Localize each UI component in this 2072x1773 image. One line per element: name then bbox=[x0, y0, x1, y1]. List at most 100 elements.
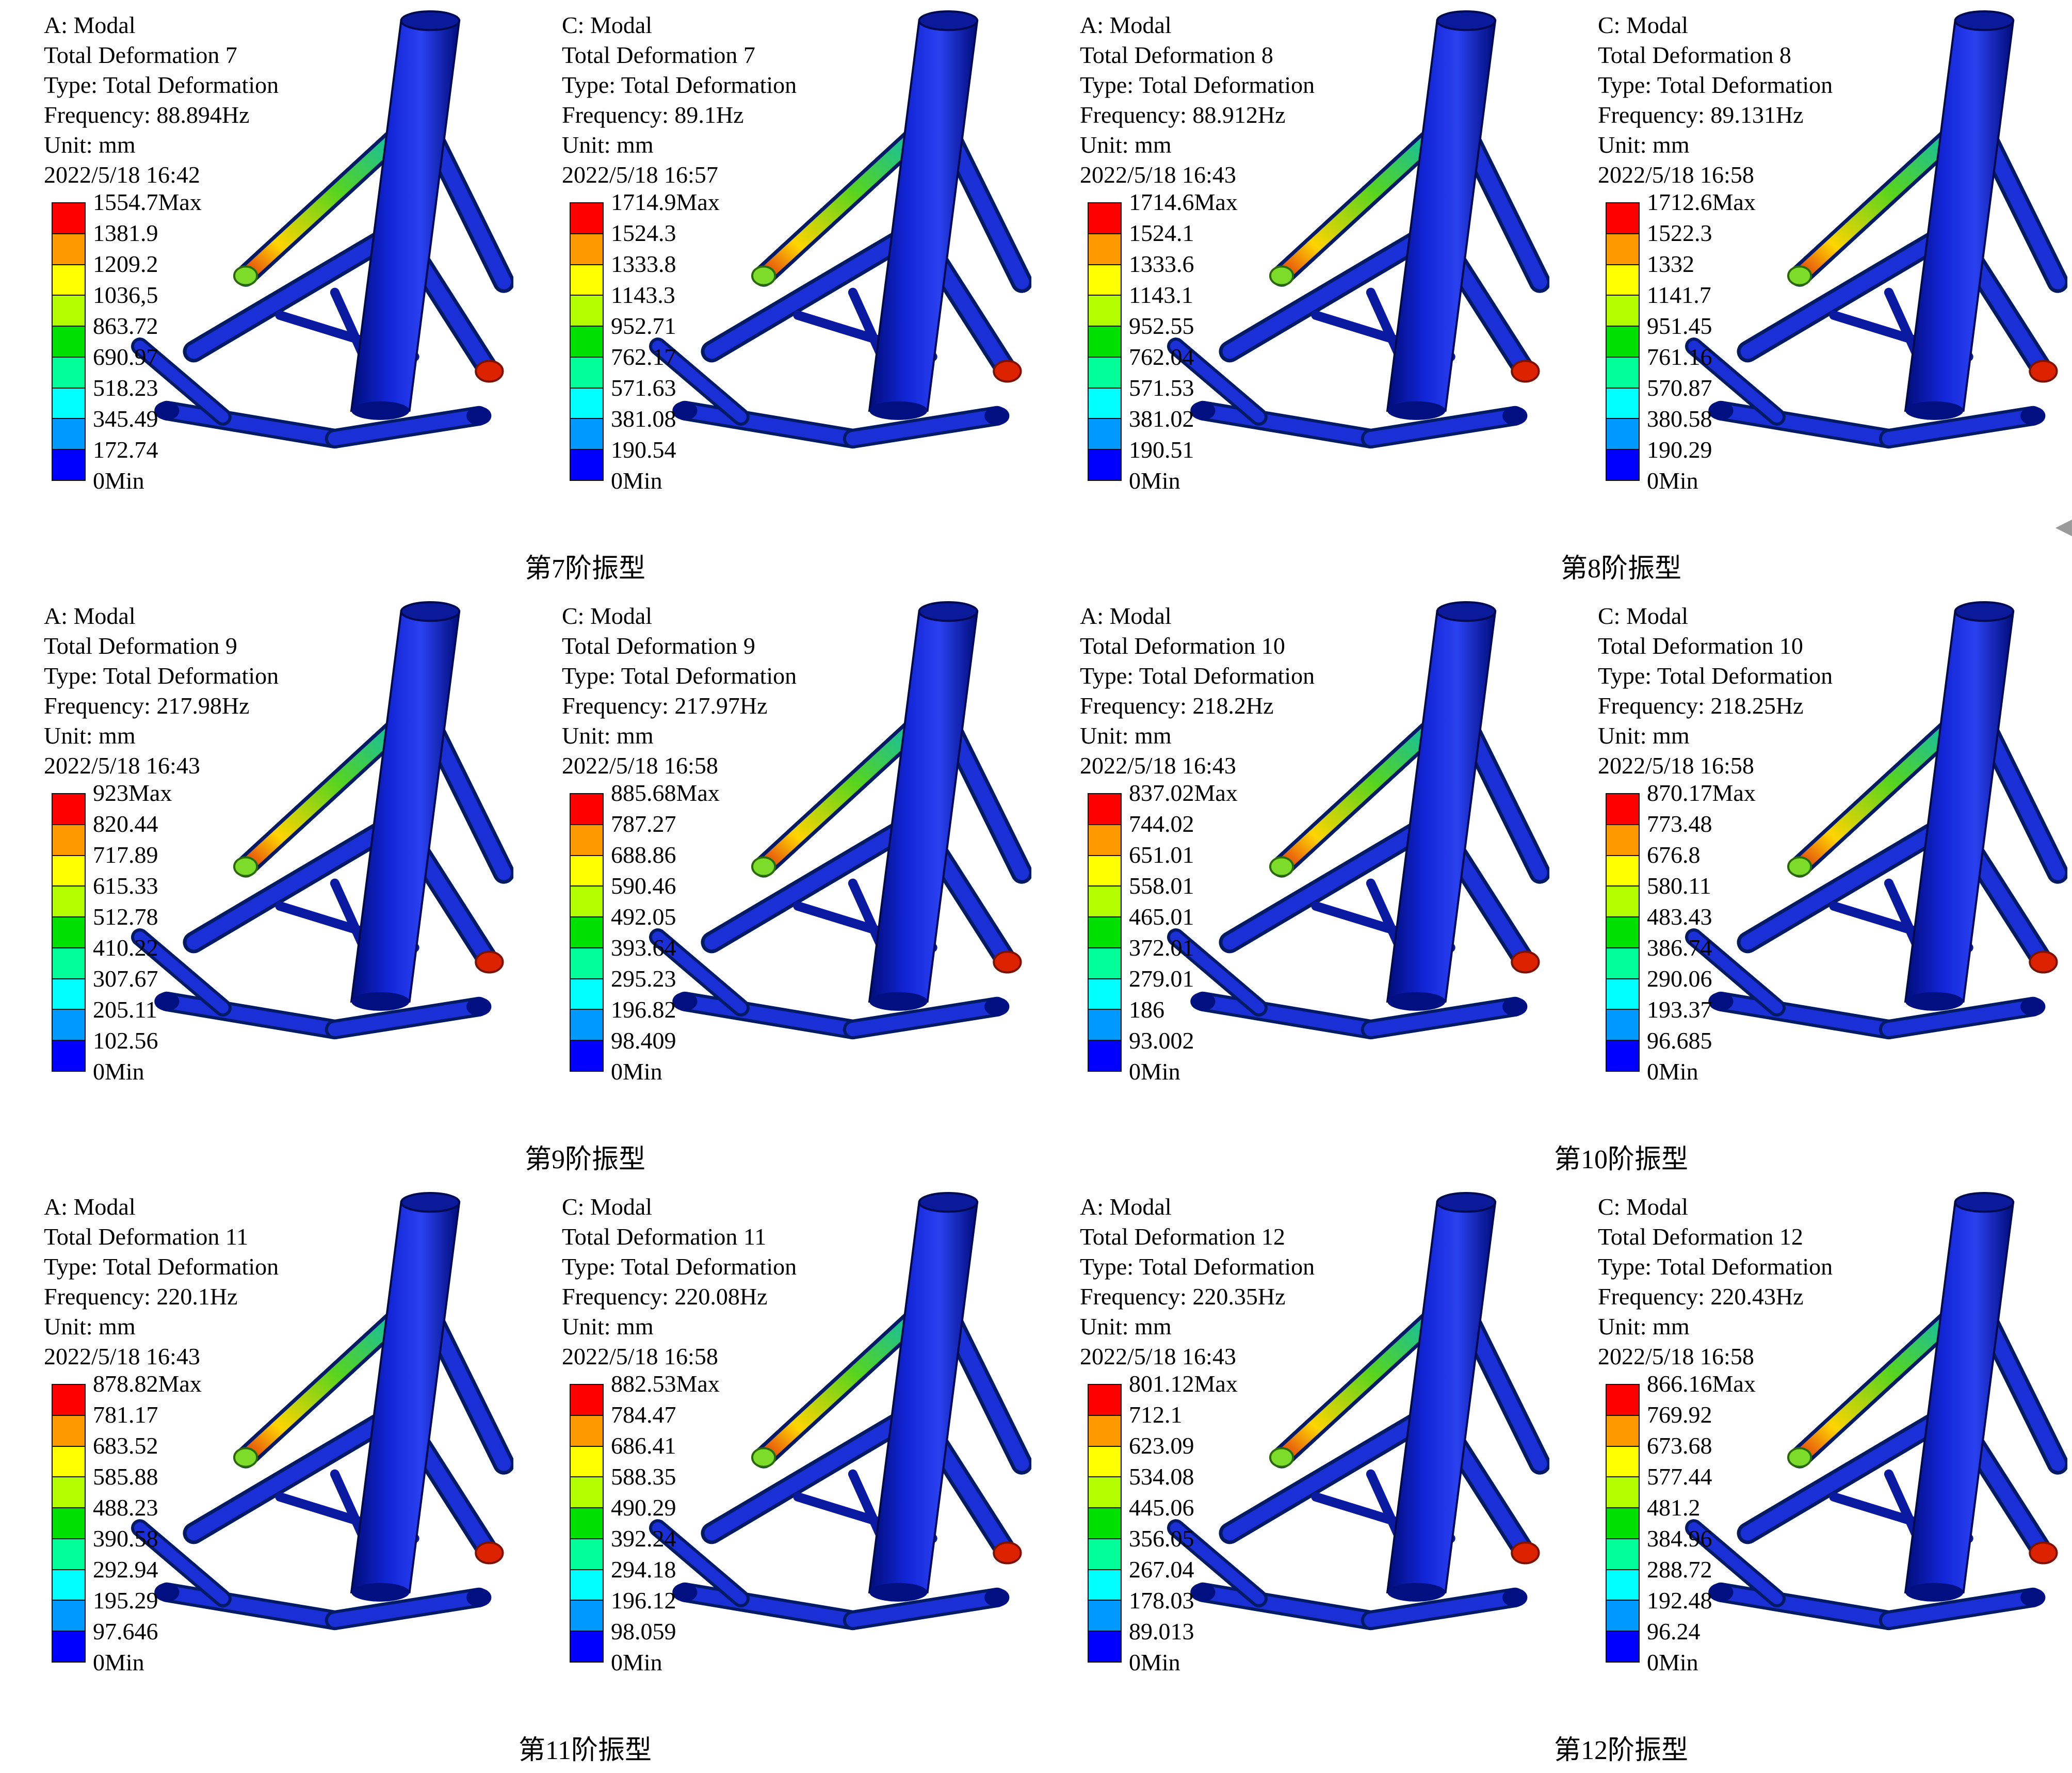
legend-value-label: 686.41 bbox=[611, 1432, 676, 1459]
legend-value-label: 290.06 bbox=[1647, 965, 1712, 992]
legend-color-band bbox=[53, 916, 85, 947]
legend-color-band bbox=[1607, 1631, 1639, 1662]
deformation-color-legend: 1714.9Max 1524.3 1333.8 1143.3 952.71 762.17 5… bbox=[570, 189, 776, 494]
legend-color-band bbox=[1607, 1009, 1639, 1040]
legend-value-list: 870.17Max 773.48 676.8 580.11 483.43 386.74 29… bbox=[1647, 780, 1812, 1085]
legend-value-label: 372.01 bbox=[1129, 934, 1194, 961]
deformation-color-legend: 882.53Max 784.47 686.41 588.35 490.29 392.24 2… bbox=[570, 1371, 776, 1675]
legend-value-label: 558.01 bbox=[1129, 873, 1194, 899]
result-type: Type: Total Deformation bbox=[1080, 72, 1315, 98]
legend-value-label: 762.17 bbox=[611, 344, 676, 370]
legend-color-band bbox=[571, 233, 603, 264]
legend-color-band bbox=[53, 885, 85, 917]
result-type: Type: Total Deformation bbox=[1080, 663, 1315, 689]
legend-color-band bbox=[53, 1507, 85, 1538]
legend-value-label: 1332 bbox=[1647, 251, 1694, 277]
legend-color-band bbox=[53, 203, 85, 233]
legend-value-label: 445.06 bbox=[1129, 1494, 1194, 1521]
result-info-block: C: Modal Total Deformation 8 Type: Total… bbox=[1598, 10, 1833, 190]
legend-color-band bbox=[53, 295, 85, 326]
legend-value-label: 615.33 bbox=[93, 873, 158, 899]
result-name: Total Deformation 7 bbox=[562, 42, 755, 68]
legend-color-band bbox=[1607, 978, 1639, 1009]
legend-value-label: 0Min bbox=[1129, 1058, 1180, 1085]
legend-value-label: 518.23 bbox=[93, 375, 158, 401]
unit-label: Unit: mm bbox=[562, 132, 654, 158]
legend-value-label: 688.86 bbox=[611, 842, 676, 868]
result-name: Total Deformation 11 bbox=[562, 1223, 767, 1250]
modal-result-panel: C: Modal Total Deformation 11 Type: Tota… bbox=[518, 1182, 1036, 1722]
timestamp: 2022/5/18 16:42 bbox=[44, 162, 200, 188]
result-type: Type: Total Deformation bbox=[44, 72, 279, 98]
legend-value-label: 0Min bbox=[1647, 1649, 1698, 1675]
caption-row: 第9阶振型 第10阶振型 bbox=[0, 1132, 2072, 1182]
result-info-block: C: Modal Total Deformation 10 Type: Tota… bbox=[1598, 601, 1833, 781]
system-title: A: Modal bbox=[44, 12, 136, 38]
legend-value-label: 465.01 bbox=[1129, 904, 1194, 930]
legend-value-label: 392.24 bbox=[611, 1525, 676, 1552]
modal-result-panel: C: Modal Total Deformation 12 Type: Tota… bbox=[1554, 1182, 2072, 1722]
modal-result-panel: A: Modal Total Deformation 11 Type: Tota… bbox=[0, 1182, 518, 1722]
modal-result-panel: C: Modal Total Deformation 8 Type: Total… bbox=[1554, 0, 2072, 541]
legend-color-bar bbox=[570, 202, 604, 481]
legend-color-band bbox=[1607, 1507, 1639, 1538]
legend-color-band bbox=[571, 947, 603, 978]
legend-value-label: 96.685 bbox=[1647, 1027, 1712, 1054]
legend-color-band bbox=[1607, 1569, 1639, 1600]
system-title: C: Modal bbox=[1598, 12, 1689, 38]
modal-result-panel: A: Modal Total Deformation 10 Type: Tota… bbox=[1036, 591, 1554, 1132]
legend-value-label: 193.37 bbox=[1647, 996, 1712, 1023]
legend-value-label: 89.013 bbox=[1129, 1618, 1194, 1645]
legend-value-list: 837.02Max 744.02 651.01 558.01 465.01 372.01 2… bbox=[1129, 780, 1294, 1085]
timestamp: 2022/5/18 16:58 bbox=[1598, 1343, 1754, 1369]
legend-value-label: 866.16Max bbox=[1647, 1371, 1756, 1397]
legend-value-label: 190.51 bbox=[1129, 437, 1194, 463]
legend-value-label: 781.17 bbox=[93, 1401, 158, 1428]
legend-value-label: 1036,5 bbox=[93, 282, 158, 308]
legend-color-band bbox=[1089, 233, 1121, 264]
mode-shape-caption: 第9阶振型 bbox=[524, 1145, 645, 1174]
legend-value-label: 345.49 bbox=[93, 406, 158, 432]
legend-value-label: 381.02 bbox=[1129, 406, 1194, 432]
legend-color-band bbox=[1089, 295, 1121, 326]
timestamp: 2022/5/18 16:43 bbox=[44, 1343, 200, 1369]
result-info-block: C: Modal Total Deformation 11 Type: Tota… bbox=[562, 1192, 797, 1372]
legend-value-label: 410.22 bbox=[93, 934, 158, 961]
legend-color-band bbox=[1607, 1385, 1639, 1415]
unit-label: Unit: mm bbox=[562, 722, 654, 749]
legend-value-label: 837.02Max bbox=[1129, 780, 1238, 806]
legend-value-label: 683.52 bbox=[93, 1432, 158, 1459]
legend-color-band bbox=[1607, 885, 1639, 917]
legend-value-label: 1143.3 bbox=[611, 282, 675, 308]
unit-label: Unit: mm bbox=[1080, 132, 1172, 158]
legend-color-band bbox=[53, 233, 85, 264]
legend-color-band bbox=[1607, 794, 1639, 824]
legend-color-band bbox=[571, 1009, 603, 1040]
legend-value-label: 492.05 bbox=[611, 904, 676, 930]
legend-color-band bbox=[571, 978, 603, 1009]
legend-value-list: 923Max 820.44 717.89 615.33 512.78 410.22 307.… bbox=[93, 780, 258, 1085]
legend-value-list: 878.82Max 781.17 683.52 585.88 488.23 390.58 2… bbox=[93, 1371, 258, 1675]
legend-color-band bbox=[1607, 1040, 1639, 1071]
margin-arrow-icon: ◀ bbox=[2055, 513, 2072, 539]
result-type: Type: Total Deformation bbox=[1080, 1253, 1315, 1280]
figure-row: A: Modal Total Deformation 9 Type: Total… bbox=[0, 591, 2072, 1182]
legend-color-band bbox=[1089, 824, 1121, 855]
frequency-value: Frequency: 220.1Hz bbox=[44, 1283, 238, 1310]
legend-color-bar bbox=[570, 1384, 604, 1663]
result-type: Type: Total Deformation bbox=[1598, 1253, 1833, 1280]
result-type: Type: Total Deformation bbox=[562, 72, 797, 98]
deformation-color-legend: 878.82Max 781.17 683.52 585.88 488.23 390.58 2… bbox=[52, 1371, 258, 1675]
legend-value-label: 384.96 bbox=[1647, 1525, 1712, 1552]
system-title: A: Modal bbox=[44, 603, 136, 629]
legend-value-label: 190.29 bbox=[1647, 437, 1712, 463]
legend-color-band bbox=[53, 264, 85, 295]
legend-color-band bbox=[1089, 885, 1121, 917]
legend-color-band bbox=[1607, 387, 1639, 418]
modal-result-panel: C: Modal Total Deformation 9 Type: Total… bbox=[518, 591, 1036, 1132]
legend-color-band bbox=[1089, 855, 1121, 886]
legend-color-band bbox=[1607, 855, 1639, 886]
legend-value-label: 490.29 bbox=[611, 1494, 676, 1521]
legend-value-label: 878.82Max bbox=[93, 1371, 202, 1397]
